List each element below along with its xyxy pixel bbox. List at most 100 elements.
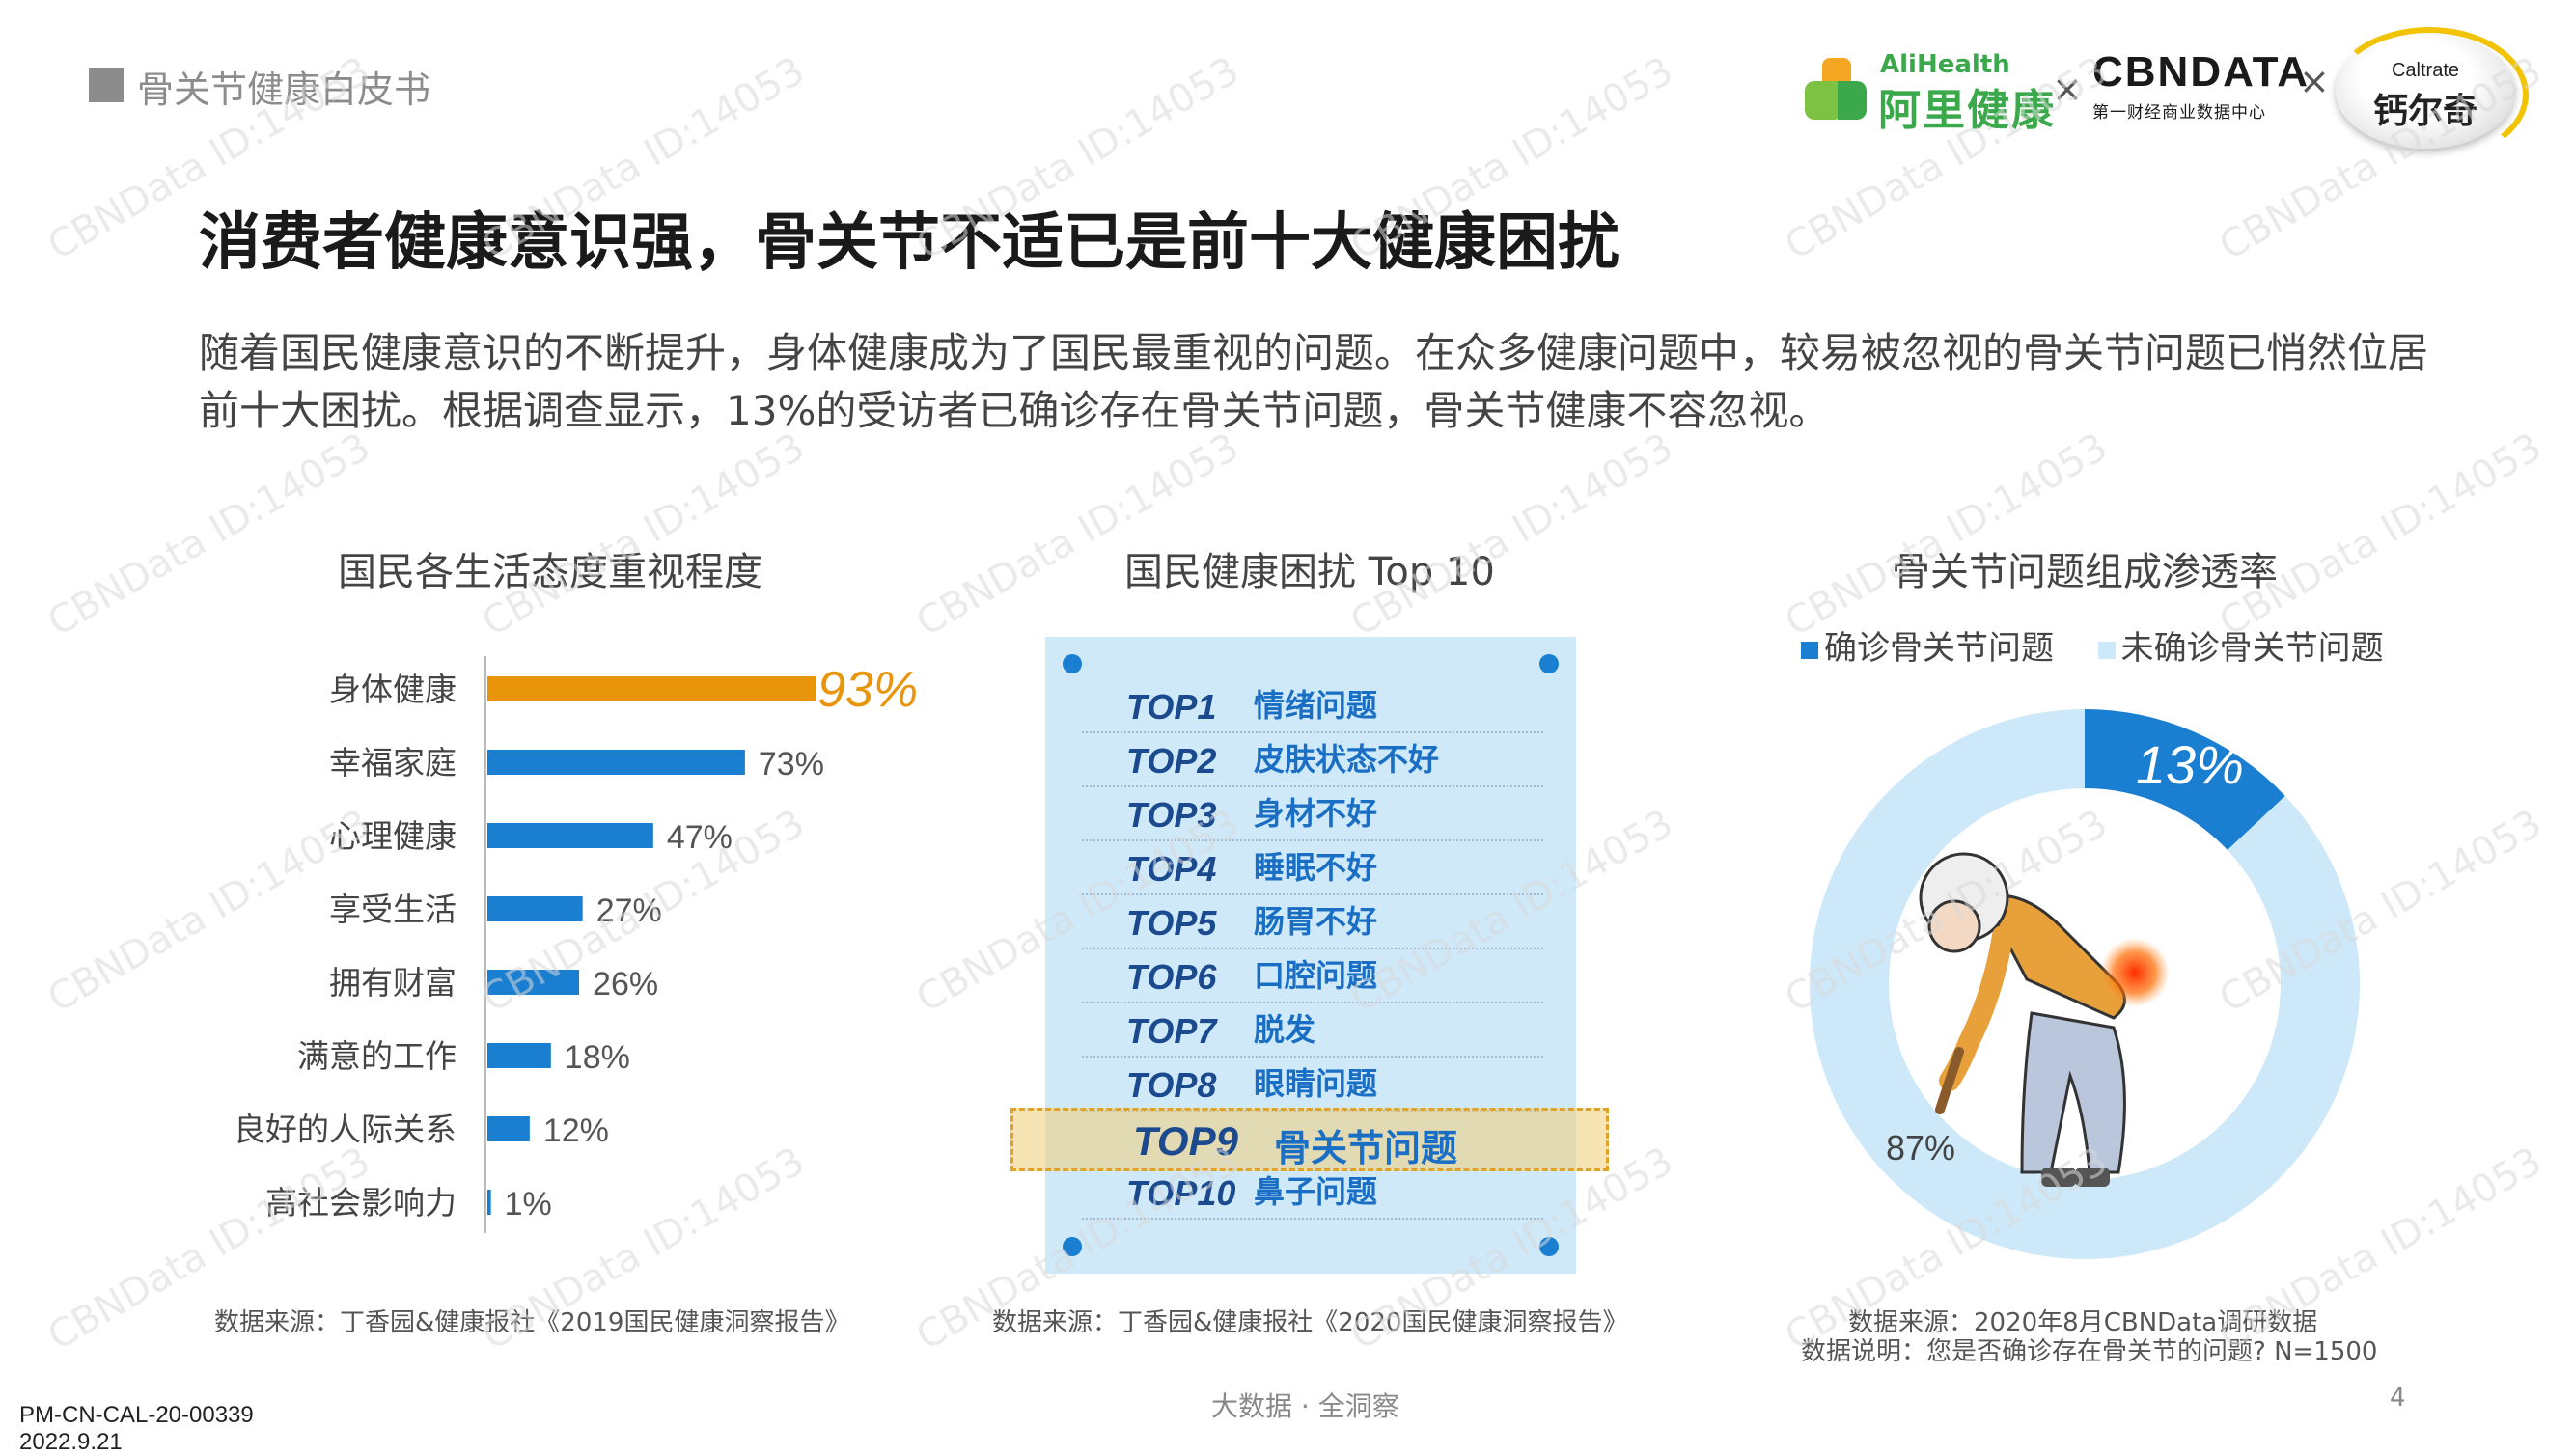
alihealth-mark-icon <box>1805 58 1867 120</box>
watermark-text: CBNData ID:14053 <box>1343 425 1680 645</box>
top9-highlight: TOP9 骨关节问题 <box>1010 1108 1609 1171</box>
panel-corner-dot <box>1063 1237 1082 1256</box>
rank-label: TOP3 <box>1126 795 1217 835</box>
cbndata-logo-text: CBNDATA <box>2092 48 2310 96</box>
logo-separator: × <box>2299 60 2330 102</box>
rank-label: TOP6 <box>1126 957 1217 997</box>
legend-swatch-undiagnosed <box>2097 641 2116 659</box>
watermark-text: CBNData ID:14053 <box>475 425 812 645</box>
donut-slice-diagnosed <box>2085 709 2285 851</box>
bar-5 <box>487 970 580 995</box>
bar-category-label: 满意的工作 <box>297 1037 457 1075</box>
alihealth-logo-en: AliHealth <box>1880 50 2010 79</box>
logo-separator: × <box>2052 68 2083 110</box>
top9-issue-label: 骨关节问题 <box>1274 1127 1458 1169</box>
caltrate-logo-en: Caltrate <box>2391 60 2460 81</box>
rank-issue: 睡眠不好 <box>1254 849 1378 886</box>
top10-row: TOP8 眼睛问题 <box>1082 1056 1543 1112</box>
legend-diagnosed: 确诊骨关节问题 <box>1824 629 2054 668</box>
watermark-text: CBNData ID:14053 <box>909 425 1246 645</box>
bar-1 <box>487 676 816 701</box>
top10-row: TOP6 口腔问题 <box>1082 948 1543 1003</box>
donut-chart-title: 骨关节问题组成渗透率 <box>1892 550 2278 594</box>
donut-label-diagnosed: 13% <box>2136 734 2244 795</box>
rank-label: TOP8 <box>1126 1065 1217 1105</box>
donut-legend: 确诊骨关节问题 未确诊骨关节问题 <box>1801 621 2384 669</box>
joint-penetration-donut: 13% 87% <box>1810 709 2360 1259</box>
watermark-text: CBNData ID:14053 <box>1778 425 2115 645</box>
bar-category-label: 身体健康 <box>329 671 457 708</box>
top10-row: TOP3 身材不好 <box>1082 785 1543 841</box>
doc-label: 骨关节健康白皮书 <box>137 69 431 111</box>
top10-panel: TOP1 情绪问题 TOP2 皮肤状态不好 TOP3 身材不好 TOP4 睡眠不好 TOP5 肠胃… <box>1045 637 1576 1274</box>
bar-category-label: 良好的人际关系 <box>234 1111 457 1148</box>
doc-code-date: 2022.9.21 <box>19 1429 123 1455</box>
doc-marker-square <box>89 68 124 102</box>
rank-label: TOP5 <box>1126 903 1217 943</box>
top10-row: TOP5 肠胃不好 <box>1082 893 1543 949</box>
intro-paragraph: 随着国民健康意识的不断提升，身体健康成为了国民最重视的问题。在众多健康问题中，较… <box>199 329 2429 434</box>
top10-row: TOP10 鼻子问题 <box>1082 1164 1543 1220</box>
donut-note: 数据说明：您是否确诊存在骨关节的问题? N=1500 <box>1801 1337 2378 1366</box>
rank-issue: 情绪问题 <box>1254 687 1378 724</box>
rank-label: TOP7 <box>1126 1011 1217 1051</box>
rank-issue: 口腔问题 <box>1254 957 1378 994</box>
top10-row: TOP1 情绪问题 <box>1082 677 1543 733</box>
bar-category-label: 享受生活 <box>329 891 457 928</box>
alihealth-logo: AliHealth 阿里健康 × <box>1805 50 2258 135</box>
footer-slogan: 大数据 · 全洞察 <box>1211 1390 1399 1422</box>
donut-source: 数据来源：2020年8月CBNData调研数据 <box>1848 1308 2318 1337</box>
top10-title: 国民健康困扰 Top 10 <box>1124 550 1495 594</box>
caltrate-logo-cn: 钙尔奇 <box>2372 92 2477 131</box>
rank-issue: 眼睛问题 <box>1254 1065 1378 1102</box>
doc-code-id: PM-CN-CAL-20-00339 <box>19 1402 254 1428</box>
bar-category-label: 拥有财富 <box>329 964 457 1002</box>
caltrate-logo: Caltrate 钙尔奇 <box>2330 27 2529 162</box>
panel-corner-dot <box>1063 654 1082 673</box>
cbndata-logo-sub: 第一财经商业数据中心 <box>2092 103 2266 123</box>
alihealth-logo-cn: 阿里健康 <box>1878 86 2056 135</box>
rank-issue: 鼻子问题 <box>1254 1173 1378 1210</box>
rank-label: TOP2 <box>1126 741 1217 781</box>
bar-value-label: 47% <box>667 819 733 856</box>
top10-row: TOP4 睡眠不好 <box>1082 839 1543 895</box>
top9-rank-label: TOP9 <box>1133 1118 1238 1164</box>
bar-value-label: 18% <box>565 1039 630 1076</box>
bar-value-label: 1% <box>505 1186 552 1222</box>
cbndata-logo: CBNDATA 第一财经商业数据中心 <box>2092 48 2310 123</box>
bar-3 <box>487 823 653 848</box>
page-number: 4 <box>2390 1384 2406 1413</box>
watermark-text: CBNData ID:14053 <box>41 425 377 645</box>
bar-7 <box>487 1116 530 1141</box>
elderly-back-pain-illustration <box>1919 852 2170 1187</box>
doc-code: PM-CN-CAL-20-00339 2022.9.21 <box>19 1402 254 1456</box>
bar-4 <box>487 896 583 921</box>
bar-value-label: 93% <box>817 662 918 718</box>
rank-issue: 脱发 <box>1254 1011 1316 1048</box>
donut-label-undiagnosed: 87% <box>1886 1128 1955 1168</box>
top10-source: 数据来源：丁香园&健康报社《2020国民健康洞察报告》 <box>992 1308 1628 1337</box>
rank-label: TOP4 <box>1126 849 1217 889</box>
watermark-text: CBNData ID:14053 <box>2212 425 2549 645</box>
top10-row: TOP2 皮肤状态不好 <box>1082 731 1543 787</box>
pain-spot-icon <box>2100 938 2170 1007</box>
rank-issue: 肠胃不好 <box>1254 903 1378 940</box>
bar-value-label: 73% <box>759 746 824 783</box>
bar-category-label: 心理健康 <box>329 817 457 855</box>
rank-label: TOP10 <box>1126 1173 1236 1213</box>
bar-value-label: 27% <box>596 893 662 929</box>
rank-issue: 身材不好 <box>1254 795 1378 832</box>
bar-chart-title: 国民各生活态度重视程度 <box>338 550 762 594</box>
bar-chart-source: 数据来源：丁香园&健康报社《2019国民健康洞察报告》 <box>214 1308 850 1337</box>
bar-value-label: 26% <box>593 966 658 1003</box>
attitude-bar-chart: 身体健康 93% 幸福家庭 73% 心理健康 47% 享受生活 27% 拥有财富 26% 满意的工作… <box>234 656 918 1233</box>
rank-issue: 皮肤状态不好 <box>1254 741 1440 778</box>
top10-row: TOP7 脱发 <box>1082 1002 1543 1058</box>
bar-8 <box>487 1190 491 1215</box>
rank-label: TOP1 <box>1126 687 1217 727</box>
bar-6 <box>487 1043 551 1068</box>
page-title: 消费者健康意识强，骨关节不适已是前十大健康困扰 <box>199 207 1619 279</box>
legend-undiagnosed: 未确诊骨关节问题 <box>2120 629 2384 668</box>
legend-swatch-diagnosed <box>1801 641 1818 659</box>
bar-category-label: 高社会影响力 <box>265 1184 457 1222</box>
